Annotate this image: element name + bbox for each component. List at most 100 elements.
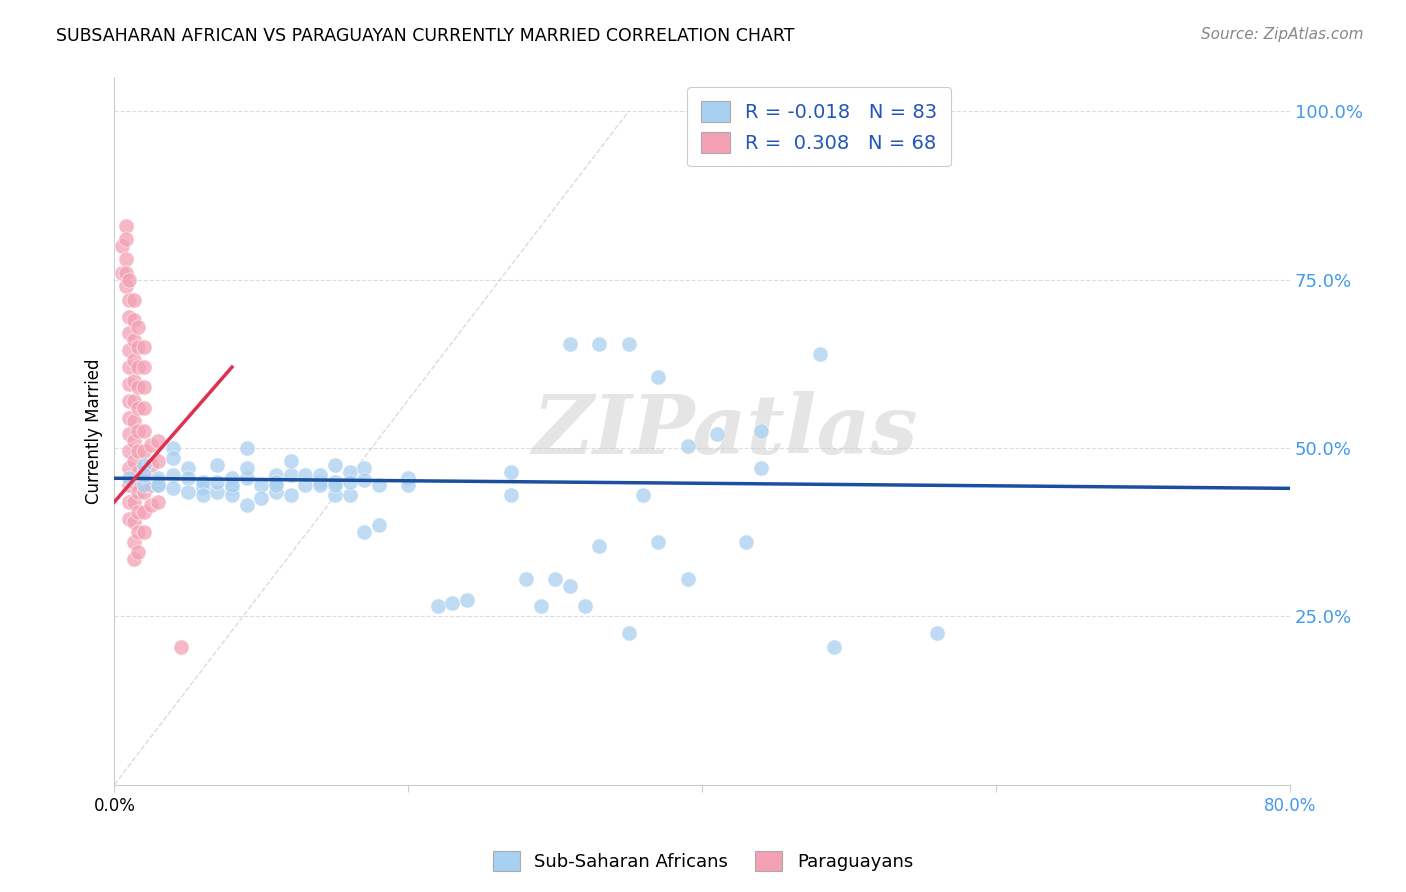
Point [221, 478, 243, 492]
Point [122, 454, 145, 468]
Point [118, 343, 141, 358]
Point [132, 465, 155, 479]
Point [148, 471, 170, 485]
Point [633, 488, 655, 502]
Point [122, 374, 145, 388]
Point [148, 495, 170, 509]
Point [148, 478, 170, 492]
Point [127, 444, 149, 458]
Point [118, 495, 141, 509]
Point [441, 596, 464, 610]
Point [501, 465, 523, 479]
Point [250, 478, 273, 492]
Text: Source: ZipAtlas.com: Source: ZipAtlas.com [1201, 27, 1364, 42]
Point [309, 467, 332, 482]
Point [588, 336, 610, 351]
Point [132, 458, 155, 472]
Point [221, 481, 243, 495]
Point [749, 424, 772, 438]
Point [235, 441, 257, 455]
Point [323, 458, 346, 472]
Point [647, 535, 669, 549]
Point [339, 475, 361, 489]
Point [122, 414, 145, 428]
Point [127, 380, 149, 394]
Point [122, 495, 145, 509]
Point [141, 437, 163, 451]
Point [294, 467, 316, 482]
Point [127, 360, 149, 375]
Point [544, 572, 567, 586]
Point [127, 525, 149, 540]
Point [558, 336, 581, 351]
Point [617, 626, 640, 640]
Legend: Sub-Saharan Africans, Paraguayans: Sub-Saharan Africans, Paraguayans [485, 844, 921, 879]
Point [122, 313, 145, 327]
Point [221, 471, 243, 485]
Point [132, 380, 155, 394]
Point [118, 511, 141, 525]
Point [118, 444, 141, 458]
Point [264, 484, 287, 499]
Point [353, 525, 375, 540]
Point [127, 465, 149, 479]
Point [148, 475, 170, 489]
Point [111, 266, 134, 280]
Point [368, 518, 391, 533]
Legend: R = -0.018   N = 83, R =  0.308   N = 68: R = -0.018 N = 83, R = 0.308 N = 68 [688, 87, 950, 167]
Point [118, 293, 141, 307]
Point [122, 535, 145, 549]
Point [927, 626, 949, 640]
Point [118, 360, 141, 375]
Point [647, 370, 669, 384]
Point [118, 410, 141, 425]
Point [118, 427, 141, 442]
Point [368, 478, 391, 492]
Point [588, 539, 610, 553]
Point [115, 279, 138, 293]
Point [132, 525, 155, 540]
Point [264, 467, 287, 482]
Point [122, 515, 145, 529]
Point [141, 458, 163, 472]
Point [162, 451, 184, 466]
Point [115, 266, 138, 280]
Point [132, 340, 155, 354]
Point [115, 252, 138, 267]
Point [824, 640, 846, 654]
Point [132, 360, 155, 375]
Point [191, 481, 214, 495]
Point [132, 478, 155, 492]
Point [148, 434, 170, 449]
Point [191, 478, 214, 492]
Text: ZIPatlas: ZIPatlas [533, 391, 918, 471]
Point [735, 535, 758, 549]
Point [207, 458, 229, 472]
Point [111, 239, 134, 253]
Point [235, 461, 257, 475]
Point [118, 272, 141, 286]
Point [177, 461, 200, 475]
Point [264, 478, 287, 492]
Point [280, 488, 302, 502]
Point [191, 475, 214, 489]
Point [456, 592, 478, 607]
Point [250, 491, 273, 506]
Point [676, 572, 699, 586]
Point [122, 434, 145, 449]
Point [127, 545, 149, 559]
Point [676, 439, 699, 453]
Point [127, 319, 149, 334]
Point [122, 333, 145, 347]
Point [148, 478, 170, 492]
Point [177, 471, 200, 485]
Point [118, 376, 141, 391]
Point [617, 336, 640, 351]
Point [264, 475, 287, 489]
Point [339, 465, 361, 479]
Point [127, 401, 149, 415]
Point [122, 552, 145, 566]
Point [118, 393, 141, 408]
Point [515, 572, 537, 586]
Point [118, 326, 141, 341]
